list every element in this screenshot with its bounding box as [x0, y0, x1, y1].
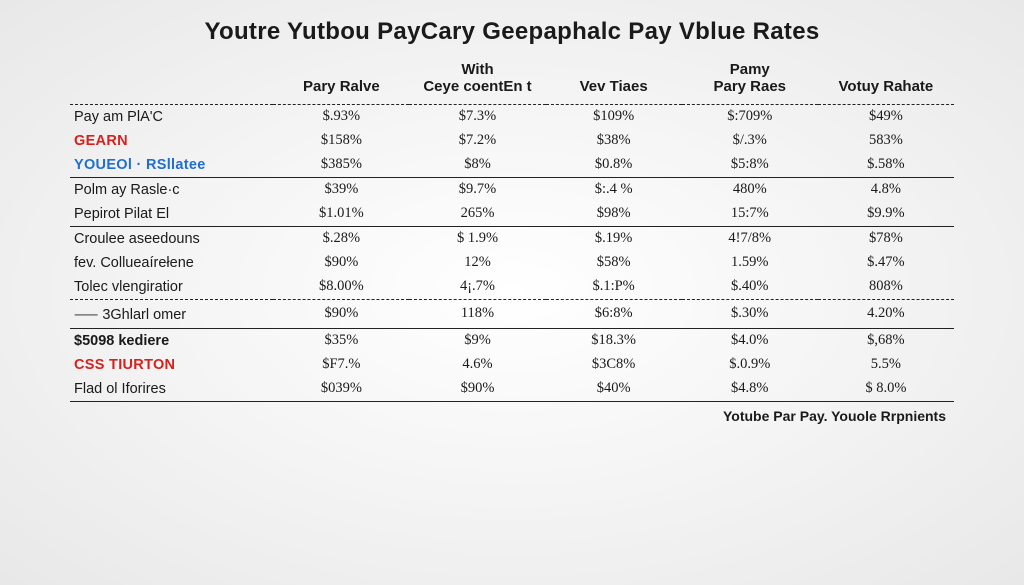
cell: 265% [409, 202, 545, 227]
cell: $.58% [818, 153, 954, 178]
cell: $58% [546, 251, 682, 275]
cell: $49% [818, 104, 954, 129]
cell: $7.2% [409, 129, 545, 153]
cell: 12% [409, 251, 545, 275]
table-row: Pay am PlA'C$.93%$7.3%$109%$:709%$49% [70, 104, 954, 129]
cell: 480% [682, 177, 818, 202]
rates-table: Pary RalveWithCeye coentEn tVev TiaesPam… [70, 60, 954, 402]
cell: $38% [546, 129, 682, 153]
cell: 4¡.7% [409, 275, 545, 300]
cell: $.28% [273, 226, 409, 251]
page-title: Youtre Yutbou PayCary Geepaphalc Pay Vbl… [70, 18, 954, 46]
table-row: Croulee aseedouns$.28%$ 1.9%$.19%4!7/8%$… [70, 226, 954, 251]
cell: $7.3% [409, 104, 545, 129]
cell: 4.20% [818, 299, 954, 328]
cell: $.19% [546, 226, 682, 251]
cell: $90% [409, 377, 545, 402]
cell: $158% [273, 129, 409, 153]
row-label: Pay am PlA'C [70, 104, 273, 129]
cell: $35% [273, 328, 409, 353]
cell: $.1:P% [546, 275, 682, 300]
cell: $6:8% [546, 299, 682, 328]
cell: $,68% [818, 328, 954, 353]
cell: $0.8% [546, 153, 682, 178]
row-label: Polm ay Rasle·c [70, 177, 273, 202]
cell: $9% [409, 328, 545, 353]
table-caption: Yotube Par Pay. Youole Rrpnients [70, 402, 954, 424]
cell: $78% [818, 226, 954, 251]
row-label: fev. Collueaírełene [70, 251, 273, 275]
cell: $.47% [818, 251, 954, 275]
row-label: CSS TIURTON [70, 353, 273, 377]
col-header: PamyPary Raes [682, 60, 818, 104]
cell: $4.8% [682, 377, 818, 402]
cell: $385% [273, 153, 409, 178]
cell: $18.3% [546, 328, 682, 353]
cell: 808% [818, 275, 954, 300]
row-label: Flad ol Iforires [70, 377, 273, 402]
cell: $8% [409, 153, 545, 178]
cell: $F7.% [273, 353, 409, 377]
col-header: Votuy Rahate [818, 60, 954, 104]
cell: $9.7% [409, 177, 545, 202]
cell: 1.59% [682, 251, 818, 275]
row-label: ⸺ 3Ghlarl omer [70, 299, 273, 328]
col-header: Pary Ralve [273, 60, 409, 104]
cell: $109% [546, 104, 682, 129]
cell: $ 1.9% [409, 226, 545, 251]
table-body: Pay am PlA'C$.93%$7.3%$109%$:709%$49%GEA… [70, 104, 954, 401]
col-header-label [70, 60, 273, 104]
table-row: Tolec vlengiratior$8.00%4¡.7%$.1:P%$.40%… [70, 275, 954, 300]
page: Youtre Yutbou PayCary Geepaphalc Pay Vbl… [0, 0, 1024, 424]
cell: 583% [818, 129, 954, 153]
table-row: Flad ol Iforires$039%$90%$40%$4.8%$ 8.0% [70, 377, 954, 402]
table-row: $5098 kediere$35%$9%$18.3%$4.0%$,68% [70, 328, 954, 353]
col-header: WithCeye coentEn t [409, 60, 545, 104]
cell: $.93% [273, 104, 409, 129]
row-label: Pepirot Pilat El [70, 202, 273, 227]
table-row: CSS TIURTON$F7.%4.6%$3C8%$.0.9%5.5% [70, 353, 954, 377]
cell: 15:7% [682, 202, 818, 227]
cell: $8.00% [273, 275, 409, 300]
table-row: Polm ay Rasle·c$39%$9.7%$:.4 %480%4.8% [70, 177, 954, 202]
row-label: GEARN [70, 129, 273, 153]
cell: $.0.9% [682, 353, 818, 377]
cell: $:.4 % [546, 177, 682, 202]
row-label: Tolec vlengiratior [70, 275, 273, 300]
cell: $40% [546, 377, 682, 402]
cell: $9.9% [818, 202, 954, 227]
cell: 4.8% [818, 177, 954, 202]
cell: $90% [273, 251, 409, 275]
col-header: Vev Tiaes [546, 60, 682, 104]
table-head: Pary RalveWithCeye coentEn tVev TiaesPam… [70, 60, 954, 104]
row-label: Croulee aseedouns [70, 226, 273, 251]
table-row: fev. Collueaírełene$90%12%$58%1.59%$.47% [70, 251, 954, 275]
cell: $39% [273, 177, 409, 202]
cell: 118% [409, 299, 545, 328]
cell: $/.3% [682, 129, 818, 153]
cell: $4.0% [682, 328, 818, 353]
cell: $:709% [682, 104, 818, 129]
cell: $98% [546, 202, 682, 227]
cell: $3C8% [546, 353, 682, 377]
cell: $5:8% [682, 153, 818, 178]
cell: $039% [273, 377, 409, 402]
cell: 4.6% [409, 353, 545, 377]
table-row: GEARN$158%$7.2%$38%$/.3%583% [70, 129, 954, 153]
cell: $1.01% [273, 202, 409, 227]
row-label: YOUEOl · RSllatee [70, 153, 273, 178]
cell: 4!7/8% [682, 226, 818, 251]
row-label: $5098 kediere [70, 328, 273, 353]
table-row: ⸺ 3Ghlarl omer$90%118%$6:8%$.30%4.20% [70, 299, 954, 328]
cell: $90% [273, 299, 409, 328]
table-row: YOUEOl · RSllatee$385%$8%$0.8%$5:8%$.58% [70, 153, 954, 178]
cell: $ 8.0% [818, 377, 954, 402]
cell: $.40% [682, 275, 818, 300]
cell: $.30% [682, 299, 818, 328]
table-row: Pepirot Pilat El$1.01%265%$98%15:7%$9.9% [70, 202, 954, 227]
cell: 5.5% [818, 353, 954, 377]
